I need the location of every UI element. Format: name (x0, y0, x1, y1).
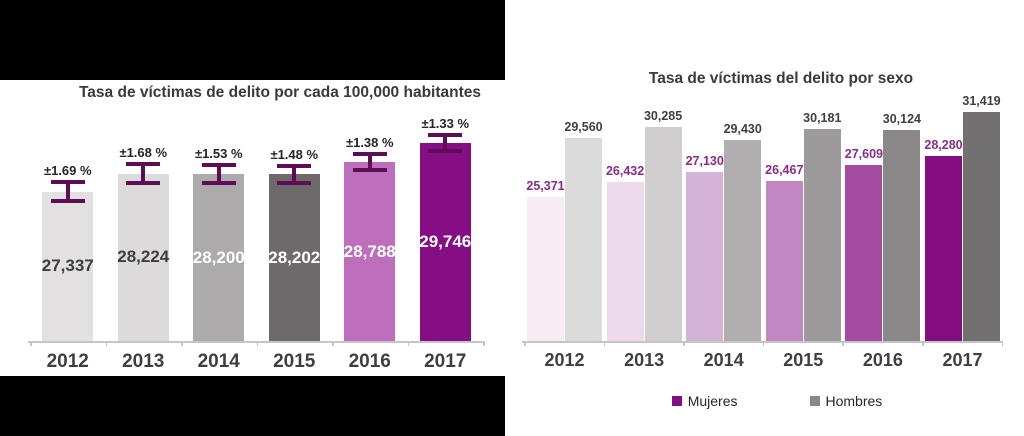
error-bar-stem (367, 154, 372, 171)
error-bar-bottom-cap (201, 180, 236, 185)
bar-hombres-2016 (883, 129, 921, 341)
bar-2017 (419, 142, 471, 341)
bar-value-label: 31,419 (962, 93, 1001, 108)
error-margin-label: ±1.33 % (421, 115, 470, 131)
error-bar-bottom-cap (428, 148, 463, 153)
x-axis-label-2013: 2013 (122, 351, 165, 372)
axis-tick (407, 341, 409, 346)
bar-mujeres-2013 (606, 181, 644, 341)
axis-tick (1001, 341, 1004, 346)
legend-item-mujeres: Mujeres (671, 393, 738, 409)
bar-value-label: 27,609 (844, 147, 883, 162)
error-bar-stem (141, 164, 146, 184)
bar-value-label: 28,200 (192, 247, 245, 267)
x-axis-label-2016: 2016 (348, 351, 391, 372)
legend-label-hombres: Hombres (825, 393, 883, 409)
bar-mujeres-2017 (925, 155, 962, 341)
redaction-block-bottom-left (0, 376, 505, 436)
bar-2012 (42, 191, 94, 341)
legend-item-hombres: Hombres (809, 393, 883, 409)
bar-value-label: 29,746 (419, 231, 472, 251)
chart-victims-per-100k: Tasa de víctimas de delito por cada 100,… (0, 0, 505, 436)
x-axis-label-2012: 2012 (544, 350, 585, 370)
bar-mujeres-2015 (765, 181, 803, 341)
x-axis-label-2015: 2015 (783, 350, 824, 370)
axis-tick (30, 341, 32, 346)
bar-value-label: 28,224 (117, 247, 170, 267)
bar-value-label: 30,181 (803, 110, 842, 125)
bar-mujeres-2016 (845, 165, 883, 341)
error-bar-stem (292, 165, 297, 183)
x-axis-line (522, 341, 1002, 343)
error-margin-label: ±1.68 % (119, 145, 168, 161)
axis-tick (762, 341, 765, 346)
x-axis-label-2016: 2016 (862, 350, 903, 370)
bar-2013 (117, 173, 169, 341)
bar-value-label: 28,280 (924, 137, 963, 152)
x-axis-label-2014: 2014 (703, 350, 744, 370)
axis-tick (483, 341, 485, 346)
axis-tick (842, 341, 844, 346)
axis-tick (181, 341, 183, 346)
bar-value-label: 26,432 (605, 163, 645, 178)
chart-title: Tasa de víctimas del delito por sexo (648, 70, 914, 87)
error-bar-stem (65, 182, 70, 202)
mujeres-swatch-icon (671, 396, 682, 406)
redaction-block-top-left (0, 0, 505, 80)
x-axis-label-2017: 2017 (942, 350, 983, 370)
bar-value-label: 30,124 (882, 111, 921, 126)
bar-value-label: 28,202 (268, 247, 321, 267)
x-axis-label-2013: 2013 (624, 350, 665, 370)
bar-hombres-2015 (803, 128, 841, 341)
axis-tick (105, 341, 107, 346)
error-bar-bottom-cap (352, 168, 387, 173)
bar-value-label: 29,560 (564, 119, 603, 134)
hombres-swatch-icon (809, 396, 820, 406)
legend-label-mujeres: Mujeres (687, 393, 738, 409)
error-bar-bottom-cap (126, 181, 161, 186)
axis-tick (524, 341, 526, 346)
error-bar-stem (443, 134, 448, 151)
bar-hombres-2012 (565, 137, 602, 341)
bar-hombres-2017 (963, 111, 1000, 341)
x-axis-label-2015: 2015 (273, 351, 316, 372)
axis-tick (256, 341, 258, 346)
bar-2015 (268, 174, 320, 341)
bar-2016 (344, 162, 396, 341)
bar-value-label: 27,130 (685, 153, 724, 168)
bar-mujeres-2012 (527, 196, 564, 341)
bar-value-label: 26,467 (765, 163, 804, 178)
axis-tick (332, 341, 334, 346)
bar-2014 (193, 174, 245, 341)
error-bar-bottom-cap (50, 199, 85, 204)
x-axis-label-2012: 2012 (46, 351, 89, 372)
bar-value-label: 29,430 (723, 121, 762, 136)
bar-mujeres-2014 (686, 171, 724, 341)
bar-value-label: 25,371 (526, 178, 565, 193)
chart-title: Tasa de víctimas de delito por cada 100,… (78, 84, 482, 101)
axis-tick (603, 341, 606, 346)
chart-legend: Mujeres Hombres (512, 393, 1024, 409)
error-bar-stem (216, 165, 221, 183)
bar-hombres-2013 (644, 127, 682, 341)
bar-value-label: 27,337 (41, 256, 94, 276)
bar-value-label: 30,285 (643, 109, 683, 124)
x-axis-label-2014: 2014 (197, 351, 240, 372)
x-axis-label-2017: 2017 (424, 351, 467, 372)
error-margin-label: ±1.69 % (43, 163, 92, 179)
error-bar-bottom-cap (277, 180, 312, 185)
bar-hombres-2014 (724, 139, 762, 341)
error-margin-label: ±1.38 % (345, 135, 394, 151)
error-margin-label: ±1.48 % (270, 146, 319, 162)
axis-tick (683, 341, 685, 346)
bar-value-label: 28,788 (343, 241, 396, 261)
chart-victims-by-sex: Tasa de víctimas del delito por sexo 201… (512, 0, 1024, 436)
axis-tick (922, 341, 924, 346)
error-margin-label: ±1.53 % (194, 146, 243, 162)
